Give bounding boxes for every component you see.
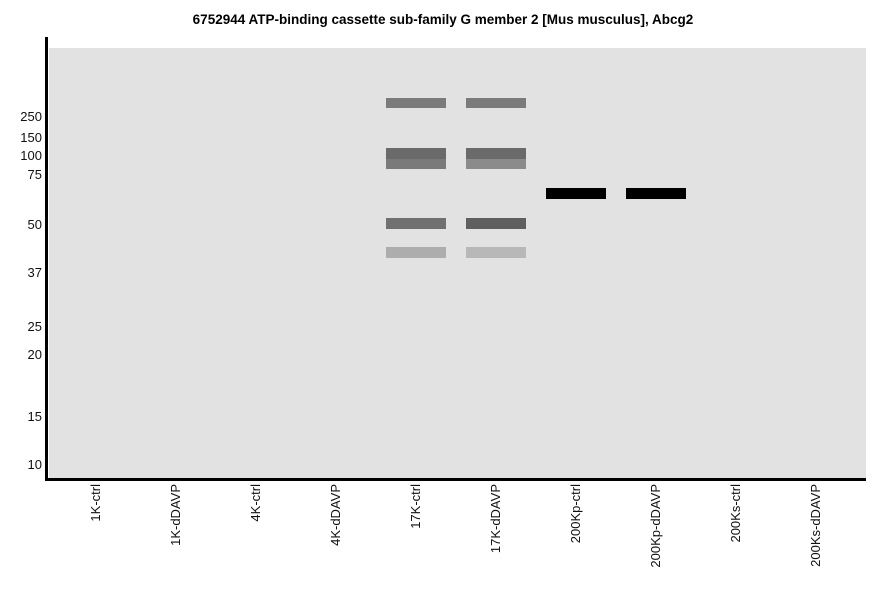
mw-marker-label: 75: [27, 167, 42, 182]
lane-label: 200Ks-ctrl: [728, 484, 743, 543]
lane-label: 17K-dDAVP: [488, 484, 503, 554]
figure-title: 6752944 ATP-binding cassette sub-family …: [192, 12, 694, 27]
gel-band: [386, 218, 446, 229]
gel-area: [49, 48, 866, 478]
gel-band: [466, 148, 526, 159]
mw-marker-label: 250: [20, 109, 42, 124]
gel-band: [546, 188, 606, 199]
mw-marker-label: 10: [27, 457, 42, 472]
gel-band: [466, 159, 526, 169]
lane-label: 1K-dDAVP: [168, 484, 183, 546]
mw-marker-label: 25: [27, 319, 42, 334]
lane-label: 4K-ctrl: [248, 484, 263, 522]
mw-marker-label: 37: [27, 265, 42, 280]
y-axis-line: [45, 37, 48, 481]
gel-band: [386, 247, 446, 258]
gel-band: [386, 159, 446, 169]
mw-marker-label: 15: [27, 409, 42, 424]
gel-band: [386, 98, 446, 108]
lane-label: 17K-ctrl: [408, 484, 423, 529]
lane-label: 200Kp-dDAVP: [648, 484, 663, 568]
mw-marker-label: 50: [27, 217, 42, 232]
gel-band: [466, 98, 526, 108]
mw-marker-label: 100: [20, 148, 42, 163]
mw-marker-label: 150: [20, 130, 42, 145]
x-axis-line: [45, 478, 866, 481]
mw-marker-label: 20: [27, 347, 42, 362]
lane-label: 200Kp-ctrl: [568, 484, 583, 544]
lane-label: 1K-ctrl: [88, 484, 103, 522]
gel-band: [466, 218, 526, 229]
gel-band: [386, 148, 446, 159]
gel-band: [466, 247, 526, 258]
gel-band: [626, 188, 686, 199]
lane-label: 4K-dDAVP: [328, 484, 343, 546]
lane-label: 200Ks-dDAVP: [808, 484, 823, 567]
